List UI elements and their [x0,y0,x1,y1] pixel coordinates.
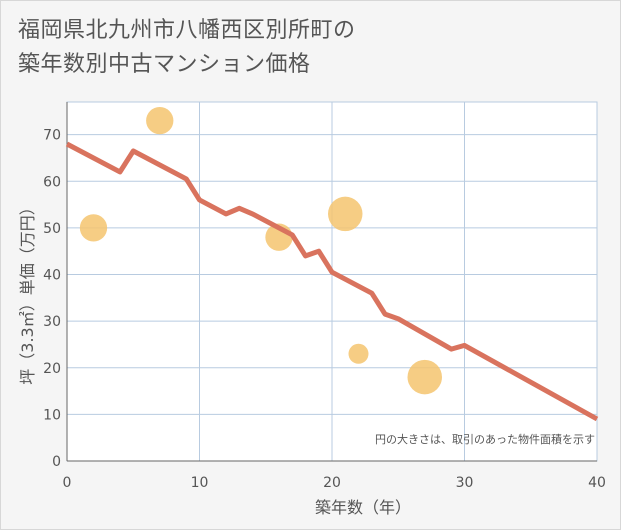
price-trend-series [65,141,599,422]
gridlines [66,101,598,462]
x-tick-label: 20 [323,475,341,491]
transaction-bubble [348,343,369,364]
transaction-bubbles [79,106,442,395]
x-tick-label: 10 [191,475,209,491]
x-axis-ticks: 0 10 20 30 40 [63,475,606,491]
y-axis-label: 坪（3.3㎡）単価（万円） [18,199,37,384]
chart-title: 福岡県北九州市八幡西区別所町の 築年数別中古マンション価格 [18,14,356,82]
transaction-bubble [146,106,174,135]
y-tick-label: 50 [43,221,61,237]
chart-title-line-2: 築年数別中古マンション価格 [18,52,311,77]
y-tick-label: 70 [43,128,61,144]
x-tick-label: 0 [63,475,72,491]
y-tick-label: 30 [43,314,61,330]
transaction-bubble [328,196,363,232]
chart-title-line-1: 福岡県北九州市八幡西区別所町の [18,18,356,43]
x-tick-label: 30 [456,475,474,491]
y-axis-ticks: 0 10 20 30 40 50 60 70 [43,128,61,470]
y-tick-label: 10 [43,407,61,423]
price-trend-line [65,141,599,422]
transaction-bubble [79,214,108,242]
transaction-bubble [407,359,442,395]
y-tick-label: 20 [43,361,61,377]
y-tick-label: 0 [52,454,61,470]
x-tick-label: 40 [588,475,606,491]
bubble-size-note: 円の大きさは、取引のあった物件面積を示す [375,432,595,446]
x-axis-label: 築年数（年） [315,498,411,517]
y-tick-label: 60 [43,174,61,190]
y-tick-label: 40 [43,268,61,284]
